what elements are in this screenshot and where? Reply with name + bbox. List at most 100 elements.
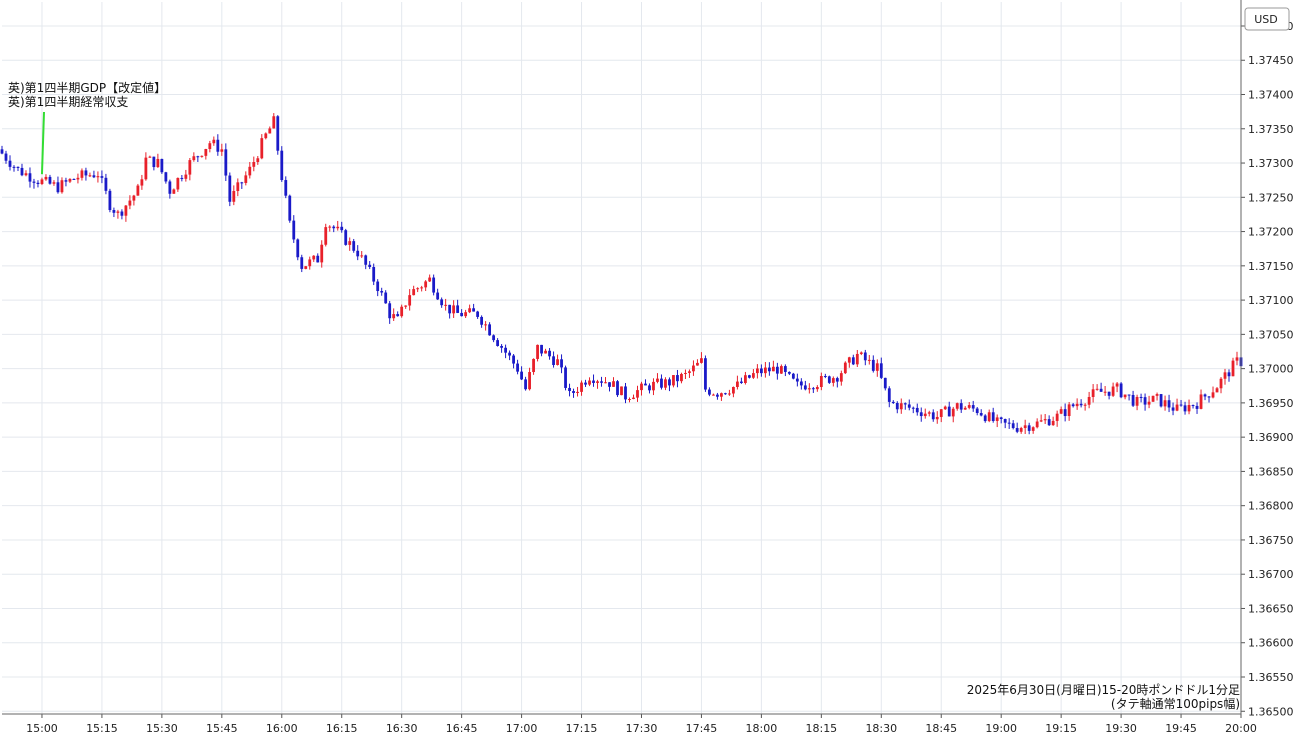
x-tick-label: 15:15 xyxy=(86,722,118,735)
candle-body xyxy=(264,133,268,139)
candle-body xyxy=(871,359,875,371)
candle-body xyxy=(879,363,883,378)
candle-body xyxy=(356,250,360,257)
candle-body xyxy=(763,367,767,374)
candle-body xyxy=(823,376,827,378)
candle-body xyxy=(196,156,200,158)
candle-body xyxy=(28,173,32,182)
candle-body xyxy=(967,405,971,408)
candle-body xyxy=(84,170,88,176)
candle-body xyxy=(1151,395,1155,402)
candle-body xyxy=(188,160,192,175)
candle-body xyxy=(216,139,220,152)
candle-body xyxy=(716,394,719,397)
x-tick-label: 17:15 xyxy=(566,722,598,735)
candle-body xyxy=(596,381,599,383)
y-tick-label: 1.37450 xyxy=(1248,54,1294,67)
candle-body xyxy=(963,407,967,410)
candle-body xyxy=(296,239,300,258)
candle-body xyxy=(767,367,771,372)
event-annotation: 英)第1四半期GDP【改定値】 英)第1四半期経常収支 xyxy=(8,80,166,175)
candle-body xyxy=(408,295,412,306)
candle-body xyxy=(971,405,975,409)
candle-body xyxy=(468,308,472,313)
candle-body xyxy=(1187,405,1191,412)
candle-body xyxy=(588,380,591,385)
candle-body xyxy=(1115,383,1119,387)
candle-body xyxy=(1163,400,1167,407)
candle-body xyxy=(568,387,571,392)
candle-body xyxy=(600,381,603,383)
candle-body xyxy=(787,371,791,374)
candle-body xyxy=(252,162,256,167)
candle-body xyxy=(288,195,292,221)
candle-body xyxy=(124,205,128,216)
candle-body xyxy=(436,292,440,300)
candle-body xyxy=(1211,392,1215,398)
x-tick-label: 15:30 xyxy=(146,722,178,735)
candle-body xyxy=(420,287,424,289)
candle-body xyxy=(500,345,503,348)
candle-body xyxy=(839,373,843,382)
candle-body xyxy=(1183,405,1187,412)
x-tick-label: 19:30 xyxy=(1105,722,1137,735)
x-tick-label: 17:30 xyxy=(626,722,658,735)
candle-body xyxy=(1207,396,1211,398)
candle-body xyxy=(1139,396,1143,398)
candle-body xyxy=(40,179,44,185)
candle-body xyxy=(995,417,999,422)
candle-body xyxy=(999,417,1003,420)
candle-body xyxy=(1127,394,1131,396)
candle-body xyxy=(136,185,140,196)
candle-body xyxy=(268,128,272,134)
candle-body xyxy=(496,340,499,346)
candle-body xyxy=(16,166,20,168)
candle-body xyxy=(640,383,643,391)
candle-body xyxy=(360,255,364,257)
candle-body xyxy=(923,413,927,417)
candle-body xyxy=(1119,383,1123,398)
candle-body xyxy=(444,304,448,306)
candle-body xyxy=(128,200,132,206)
candle-body xyxy=(280,150,284,181)
candle-body xyxy=(755,368,759,374)
candle-body xyxy=(412,289,416,296)
candle-body xyxy=(624,386,627,400)
candle-body xyxy=(372,266,376,282)
candle-body xyxy=(480,316,484,325)
candle-body xyxy=(544,350,547,354)
candle-body xyxy=(831,378,835,383)
candle-body xyxy=(432,277,436,293)
candle-body xyxy=(1135,396,1139,406)
candle-body xyxy=(24,173,28,176)
candle-body xyxy=(911,407,915,409)
candle-body xyxy=(304,266,308,269)
candle-body xyxy=(68,178,72,182)
x-tick-label: 17:45 xyxy=(686,722,718,735)
candle-body xyxy=(204,149,208,156)
candle-body xyxy=(96,176,100,178)
x-tick-label: 15:00 xyxy=(26,722,58,735)
candle-body xyxy=(120,211,124,216)
candle-body xyxy=(156,158,160,168)
candle-body xyxy=(1083,404,1087,406)
candle-body xyxy=(843,362,847,374)
candle-body xyxy=(803,385,807,390)
candle-body xyxy=(572,391,575,393)
x-tick-label: 17:00 xyxy=(506,722,538,735)
candle-body xyxy=(1023,425,1027,429)
candle-body xyxy=(348,241,352,245)
candle-body xyxy=(895,403,899,410)
candle-body xyxy=(164,172,168,182)
candle-body xyxy=(1215,388,1219,393)
candle-body xyxy=(779,366,783,374)
candle-body xyxy=(1007,422,1011,424)
candle-body xyxy=(1107,391,1111,396)
candle-body xyxy=(903,403,907,405)
candle-body xyxy=(176,177,180,190)
candle-body xyxy=(192,156,196,161)
candle-body xyxy=(256,158,260,163)
candle-body xyxy=(532,358,535,373)
candle-body xyxy=(664,379,667,388)
candle-body xyxy=(44,176,48,180)
